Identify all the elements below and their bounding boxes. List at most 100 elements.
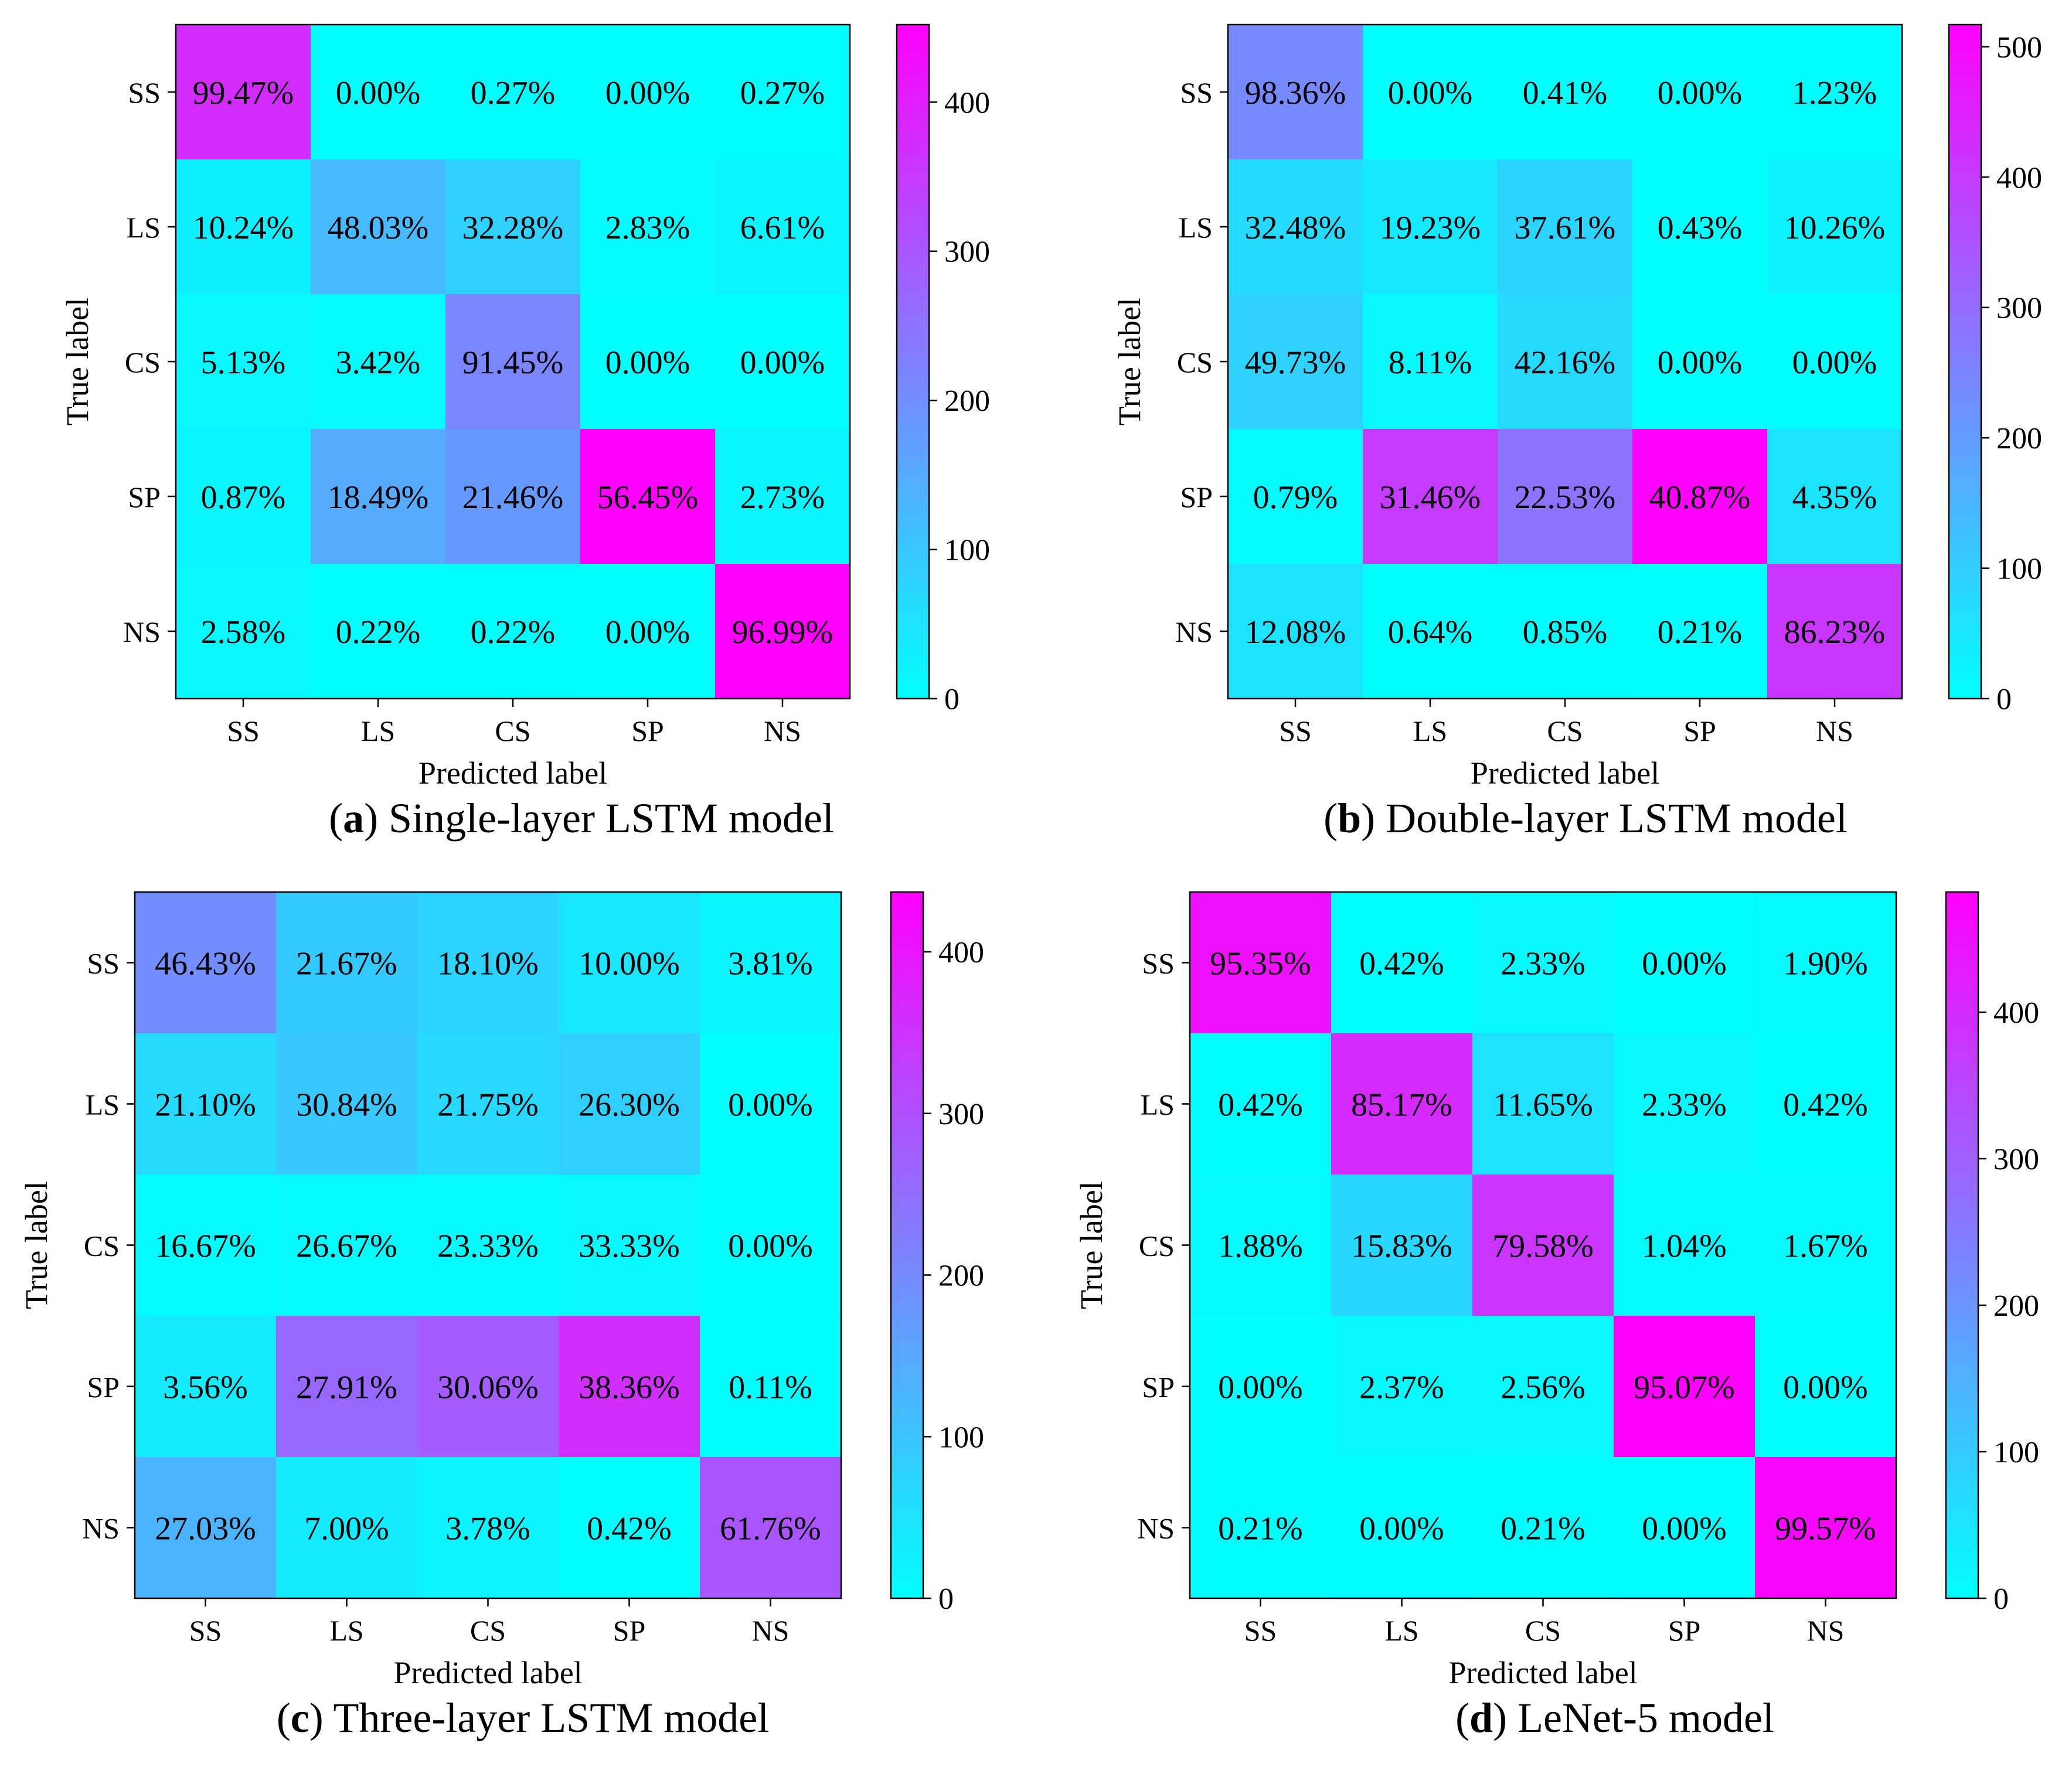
cell-value-label: 0.21% xyxy=(1218,1511,1303,1547)
cell-value-label: 2.37% xyxy=(1359,1370,1444,1406)
y-tick-label: SP xyxy=(1180,481,1213,513)
colorbar-tick-label: 0 xyxy=(1993,1582,2009,1616)
y-tick-label: LS xyxy=(127,211,161,244)
cell-value-label: 23.33% xyxy=(437,1228,539,1265)
y-tick-label: CS xyxy=(125,346,161,379)
cell-value-label: 0.00% xyxy=(1658,75,1743,111)
cell-value-label: 21.10% xyxy=(155,1087,256,1124)
caption-paren-close: ) xyxy=(1361,795,1386,842)
cell-value-label: 32.48% xyxy=(1245,210,1346,246)
panel-caption: (d) LeNet-5 model xyxy=(1455,1694,1774,1741)
heatmap-cell xyxy=(1498,564,1633,699)
heatmap-cell xyxy=(1614,1175,1755,1316)
colorbar-tick-label: 400 xyxy=(944,86,990,120)
heatmap-cell xyxy=(1614,1316,1755,1458)
cell-value-label: 26.67% xyxy=(296,1228,397,1265)
heatmap-cell xyxy=(1632,294,1768,430)
cell-value-label: 1.04% xyxy=(1642,1228,1727,1265)
y-tick-label: NS xyxy=(1137,1512,1175,1545)
cell-value-label: 2.33% xyxy=(1642,1087,1727,1124)
heatmap-cell xyxy=(580,294,716,430)
heatmap-cell xyxy=(715,429,850,564)
panel-d: 95.35% 0.42% 2.33% 0.00% 1.90% 0.42% 85.17% 11.… xyxy=(1074,891,2039,1741)
heatmap-cell xyxy=(276,1175,418,1316)
cell-value-label: 26.30% xyxy=(579,1087,680,1124)
heatmap-cell xyxy=(1363,159,1498,295)
cell-value-label: 31.46% xyxy=(1380,479,1481,516)
heatmap-cell xyxy=(1228,294,1363,430)
cell-value-label: 0.00% xyxy=(605,345,690,381)
y-axis-title: True label xyxy=(60,298,95,426)
cell-value-label: 61.76% xyxy=(720,1511,821,1547)
colorbar-tick-label: 400 xyxy=(938,936,984,969)
cell-value-label: 0.85% xyxy=(1523,614,1608,651)
heatmap-cell xyxy=(176,25,311,160)
cell-value-label: 0.21% xyxy=(1501,1511,1586,1547)
heatmap-cell xyxy=(276,1457,418,1599)
heatmap-cell xyxy=(1331,1175,1473,1316)
cell-value-label: 0.00% xyxy=(740,345,825,381)
heatmap-cell xyxy=(445,429,581,564)
cell-value-label: 5.13% xyxy=(201,345,286,381)
heatmap-cell xyxy=(1614,892,1755,1034)
colorbar xyxy=(896,23,930,700)
heatmap-cell xyxy=(1363,294,1498,430)
y-tick-label: NS xyxy=(82,1512,120,1545)
colorbar-tick-label: 100 xyxy=(1993,1436,2039,1469)
heatmap-cell xyxy=(135,1175,277,1316)
x-tick-label: NS xyxy=(752,1614,790,1647)
cell-value-label: 0.00% xyxy=(1792,345,1877,381)
heatmap-cell xyxy=(1767,294,1903,430)
cell-value-label: 21.46% xyxy=(462,479,564,516)
cell-value-label: 32.28% xyxy=(462,210,564,246)
cell-value-label: 42.16% xyxy=(1515,345,1616,381)
caption-text: Single-layer LSTM model xyxy=(389,795,834,842)
colorbar-tick-label: 0 xyxy=(1996,683,2012,716)
x-tick-label: SP xyxy=(1683,714,1716,747)
cell-value-label: 16.67% xyxy=(155,1228,256,1265)
caption-paren-close: ) xyxy=(309,1694,334,1741)
heatmap-cell xyxy=(700,1175,842,1316)
y-tick-label: LS xyxy=(1141,1088,1175,1121)
y-tick-label: NS xyxy=(1175,615,1213,648)
caption-letter: b xyxy=(1338,795,1361,842)
colorbar-tick-label: 200 xyxy=(1993,1289,2039,1323)
heatmap-cell xyxy=(1363,25,1498,160)
cell-value-label: 33.33% xyxy=(579,1228,680,1265)
cell-value-label: 10.00% xyxy=(579,946,680,982)
cell-value-label: 12.08% xyxy=(1245,614,1346,651)
caption-paren-close: ) xyxy=(1493,1694,1518,1741)
cell-value-label: 95.35% xyxy=(1210,946,1311,982)
heatmap-cell xyxy=(700,1457,842,1599)
heatmap-cell xyxy=(1472,1457,1614,1599)
heatmap-cell xyxy=(559,1175,700,1316)
x-tick-label: LS xyxy=(1413,714,1447,747)
heatmap-cell xyxy=(1190,1033,1332,1175)
cell-value-label: 30.06% xyxy=(437,1370,539,1406)
colorbar-tick-label: 300 xyxy=(1996,292,2042,325)
heatmap-cell xyxy=(417,1033,559,1175)
heatmap-cell xyxy=(1632,429,1768,564)
heatmap-cell xyxy=(559,892,700,1034)
cell-value-label: 0.41% xyxy=(1523,75,1608,111)
heatmap-cell xyxy=(176,159,311,295)
cell-value-label: 18.49% xyxy=(328,479,429,516)
caption-paren-open: ( xyxy=(277,1694,291,1741)
cell-value-label: 0.00% xyxy=(728,1228,813,1265)
heatmap-cell xyxy=(1363,429,1498,564)
x-tick-label: CS xyxy=(1547,714,1583,747)
panel-c: 46.43% 21.67% 18.10% 10.00% 3.81% 21.10% 30.84… xyxy=(19,891,984,1741)
cell-value-label: 2.56% xyxy=(1501,1370,1586,1406)
heatmap-cell xyxy=(580,159,716,295)
heatmap-cell xyxy=(176,294,311,430)
heatmap-cell xyxy=(311,564,446,699)
cell-value-label: 0.21% xyxy=(1658,614,1743,651)
heatmap-cell xyxy=(1228,429,1363,564)
heatmap-cell xyxy=(1755,892,1897,1034)
y-tick-label: SS xyxy=(87,947,120,980)
cell-value-label: 0.00% xyxy=(1388,75,1473,111)
heatmap-cell xyxy=(135,1033,277,1175)
heatmap-cell xyxy=(311,25,446,160)
colorbar-tick-label: 400 xyxy=(1993,996,2039,1030)
